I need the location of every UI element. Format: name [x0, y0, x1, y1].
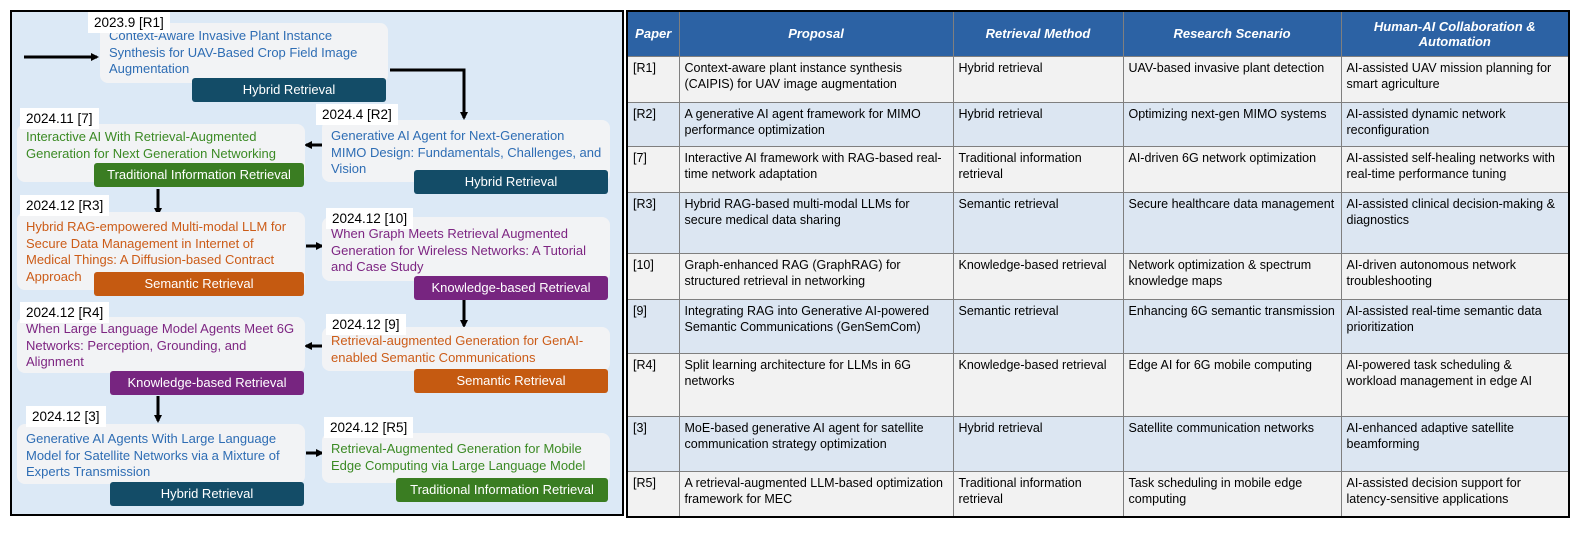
cell-paper: [R1] [626, 55, 680, 103]
cell-research-scenario: Network optimization & spectrum knowledg… [1122, 252, 1342, 300]
timeline-title-9: Retrieval-augmented Generation for GenAI… [331, 333, 584, 365]
timeline-title-10: When Graph Meets Retrieval Augmented Gen… [331, 226, 587, 274]
table-row: [R5] A retrieval-augmented LLM-based opt… [626, 470, 1570, 518]
timeline-arrows [24, 53, 468, 457]
cell-paper: [9] [626, 298, 680, 354]
table-row: [R4] Split learning architecture for LLM… [626, 352, 1570, 417]
table-row: [10] Graph-enhanced RAG (GraphRAG) for s… [626, 252, 1570, 300]
timeline-method-3: Hybrid Retrieval [110, 482, 304, 506]
cell-proposal: Split learning architecture for LLMs in … [678, 352, 954, 417]
cell-collaboration: AI-assisted dynamic network reconfigurat… [1340, 101, 1570, 147]
cell-retrieval-method: Traditional information retrieval [952, 470, 1124, 518]
timeline-title-r2: Generative AI Agent for Next-Generation … [331, 128, 602, 176]
cell-collaboration: AI-powered task scheduling & workload ma… [1340, 352, 1570, 417]
timeline-title-r1: Context-Aware Invasive Plant Instance Sy… [109, 28, 358, 76]
cell-proposal: A retrieval-augmented LLM-based optimiza… [678, 470, 954, 518]
cell-collaboration: AI-assisted UAV mission planning for sma… [1340, 55, 1570, 103]
cell-paper: [R4] [626, 352, 680, 417]
timeline-title-r5: Retrieval-Augmented Generation for Mobil… [331, 441, 586, 473]
timeline-method-9: Semantic Retrieval [414, 369, 608, 393]
arrow-r1-to-r2 [390, 68, 468, 120]
cell-proposal: Hybrid RAG-based multi-modal LLMs for se… [678, 191, 954, 254]
cell-research-scenario: AI-driven 6G network optimization [1122, 145, 1342, 193]
cell-collaboration: AI-enhanced adaptive satellite beamformi… [1340, 415, 1570, 472]
timeline-method-r4: Knowledge-based Retrieval [110, 371, 304, 395]
cell-paper: [R3] [626, 191, 680, 254]
cell-paper: [10] [626, 252, 680, 300]
timeline-date-9: 2024.12 [9] [326, 314, 406, 335]
timeline-date-10: 2024.12 [10] [326, 208, 414, 229]
cell-research-scenario: Secure healthcare data management [1122, 191, 1342, 254]
timeline-card-r5: Retrieval-Augmented Generation for Mobil… [322, 433, 610, 483]
timeline-title-7: Interactive AI With Retrieval-Augmented … [26, 129, 277, 161]
header-proposal: Proposal [678, 10, 954, 57]
timeline-method-r1: Hybrid Retrieval [192, 78, 386, 102]
table-row: [3] MoE-based generative AI agent for sa… [626, 415, 1570, 472]
cell-proposal: Interactive AI framework with RAG-based … [678, 145, 954, 193]
timeline-date-3: 2024.12 [3] [26, 406, 106, 427]
timeline-card-r4: When Large Language Model Agents Meet 6G… [17, 317, 305, 373]
cell-paper: [R5] [626, 470, 680, 518]
table-row: [7] Interactive AI framework with RAG-ba… [626, 145, 1570, 193]
timeline-date-7: 2024.11 [7] [20, 108, 99, 129]
cell-collaboration: AI-assisted real-time semantic data prio… [1340, 298, 1570, 354]
timeline-title-3: Generative AI Agents With Large Language… [26, 431, 280, 479]
header-research-scenario: Research Scenario [1122, 10, 1342, 57]
timeline-method-10: Knowledge-based Retrieval [414, 276, 608, 300]
paper-comparison-table: Paper Proposal Retrieval Method Research… [626, 10, 1570, 518]
cell-collaboration: AI-assisted clinical decision-making & d… [1340, 191, 1570, 254]
cell-research-scenario: Enhancing 6G semantic transmission [1122, 298, 1342, 354]
timeline-method-7: Traditional Information Retrieval [94, 163, 304, 187]
timeline-method-r5: Traditional Information Retrieval [396, 478, 608, 502]
cell-research-scenario: Task scheduling in mobile edge computing [1122, 470, 1342, 518]
timeline-date-r5: 2024.12 [R5] [324, 417, 414, 438]
cell-paper: [R2] [626, 101, 680, 147]
header-retrieval-method: Retrieval Method [952, 10, 1124, 57]
cell-retrieval-method: Semantic retrieval [952, 191, 1124, 254]
cell-proposal: Integrating RAG into Generative AI-power… [678, 298, 954, 354]
header-human-ai-collaboration: Human-AI Collaboration & Automation [1340, 10, 1570, 57]
cell-retrieval-method: Hybrid retrieval [952, 55, 1124, 103]
cell-collaboration: AI-assisted self-healing networks with r… [1340, 145, 1570, 193]
timeline-date-r2: 2024.4 [R2] [316, 104, 398, 125]
timeline-method-r2: Hybrid Retrieval [414, 170, 608, 194]
header-paper: Paper [626, 10, 680, 57]
timeline-title-r3: Hybrid RAG-empowered Multi-modal LLM for… [26, 219, 287, 284]
cell-proposal: MoE-based generative AI agent for satell… [678, 415, 954, 472]
cell-proposal: Context-aware plant instance synthesis (… [678, 55, 954, 103]
cell-collaboration: AI-assisted decision support for latency… [1340, 470, 1570, 518]
cell-research-scenario: Edge AI for 6G mobile computing [1122, 352, 1342, 417]
cell-research-scenario: UAV-based invasive plant detection [1122, 55, 1342, 103]
cell-proposal: Graph-enhanced RAG (GraphRAG) for struct… [678, 252, 954, 300]
cell-retrieval-method: Knowledge-based retrieval [952, 352, 1124, 417]
cell-retrieval-method: Knowledge-based retrieval [952, 252, 1124, 300]
timeline-title-r4: When Large Language Model Agents Meet 6G… [26, 321, 295, 369]
table-header-row: Paper Proposal Retrieval Method Research… [626, 10, 1570, 57]
cell-retrieval-method: Semantic retrieval [952, 298, 1124, 354]
cell-retrieval-method: Hybrid retrieval [952, 415, 1124, 472]
cell-paper: [3] [626, 415, 680, 472]
cell-paper: [7] [626, 145, 680, 193]
timeline-date-r4: 2024.12 [R4] [20, 302, 110, 323]
timeline-date-r3: 2024.12 [R3] [20, 195, 110, 216]
timeline-method-r3: Semantic Retrieval [94, 272, 304, 296]
table-row: [R3] Hybrid RAG-based multi-modal LLMs f… [626, 191, 1570, 254]
cell-collaboration: AI-driven autonomous network troubleshoo… [1340, 252, 1570, 300]
cell-research-scenario: Satellite communication networks [1122, 415, 1342, 472]
table-row: [R1] Context-aware plant instance synthe… [626, 55, 1570, 103]
timeline-panel: Context-Aware Invasive Plant Instance Sy… [10, 10, 624, 516]
cell-proposal: A generative AI agent framework for MIMO… [678, 101, 954, 147]
timeline-card-3: Generative AI Agents With Large Language… [17, 424, 305, 484]
table-row: [9] Integrating RAG into Generative AI-p… [626, 298, 1570, 354]
timeline-date-r1: 2023.9 [R1] [88, 12, 170, 33]
cell-research-scenario: Optimizing next-gen MIMO systems [1122, 101, 1342, 147]
cell-retrieval-method: Hybrid retrieval [952, 101, 1124, 147]
cell-retrieval-method: Traditional information retrieval [952, 145, 1124, 193]
table-row: [R2] A generative AI agent framework for… [626, 101, 1570, 147]
